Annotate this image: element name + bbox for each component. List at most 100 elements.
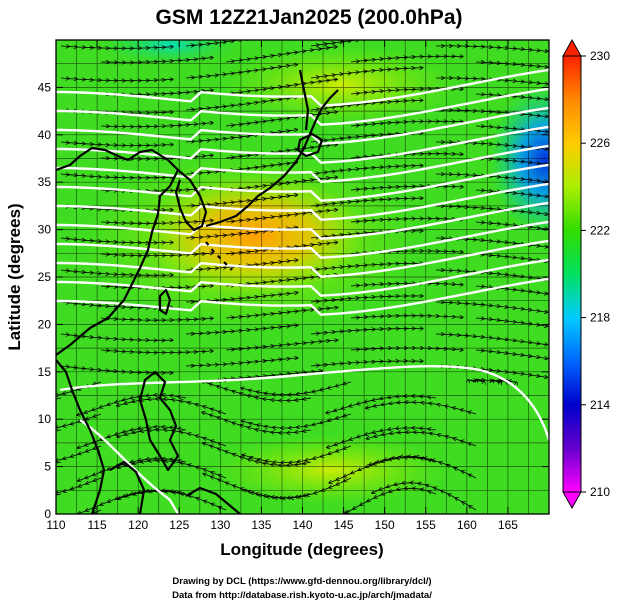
streamline (185, 358, 298, 366)
streamline (117, 399, 227, 415)
contour-line (79, 419, 180, 514)
streamline (202, 412, 312, 433)
y-tick-label: 45 (38, 80, 52, 94)
streamline (435, 142, 548, 149)
x-tick-label: 150 (375, 518, 395, 532)
streamline (367, 432, 477, 447)
streamline (350, 121, 463, 126)
streamline (350, 56, 463, 62)
streamline (350, 154, 463, 158)
streamline (56, 475, 62, 497)
map-title: GSM 12Z21Jan2025 (200.0hPa) (155, 6, 462, 29)
contour-line (56, 106, 549, 145)
y-tick-label: 0 (44, 507, 51, 521)
colorbar-tick-label: 210 (590, 485, 610, 499)
colorbar-tick-label: 226 (590, 136, 610, 150)
streamline (475, 254, 549, 267)
x-tick-label: 155 (416, 518, 436, 532)
colorbar-ticks: 230 226 222 218 214 210 (581, 49, 610, 499)
streamline (350, 186, 463, 190)
streamline (117, 430, 227, 447)
contour-line (56, 144, 549, 183)
streamline (350, 283, 463, 286)
coastline-philippines (138, 370, 180, 472)
y-tick-label: 15 (38, 365, 52, 379)
streamline (185, 40, 297, 46)
x-tick-label: 125 (169, 518, 189, 532)
streamline (203, 474, 312, 498)
colorbar-tick-label: 222 (590, 223, 610, 237)
streamline (475, 62, 549, 71)
streamline (185, 64, 297, 78)
y-axis: 0 5 10 15 20 25 30 35 40 45 (38, 80, 549, 521)
streamline (369, 456, 477, 479)
contour-line (56, 68, 549, 107)
x-axis-label: Longitude (degrees) (220, 540, 383, 559)
x-tick-label: 160 (457, 518, 477, 532)
streamline (56, 381, 62, 401)
warm-region-south (210, 435, 450, 505)
contour-line (56, 277, 549, 316)
streamline (185, 97, 297, 110)
streamline (100, 58, 213, 63)
streamline (185, 162, 297, 174)
streamline (310, 198, 423, 206)
streamline (435, 46, 548, 51)
streamline (60, 78, 173, 81)
streamline (475, 158, 549, 169)
streamline (310, 40, 422, 46)
streamline (225, 210, 337, 222)
coastlines (56, 69, 339, 514)
streamline (475, 94, 549, 104)
streamline (475, 190, 549, 201)
streamline (435, 302, 548, 312)
streamline (60, 238, 173, 243)
y-tick-label: 40 (38, 128, 52, 142)
x-axis: 110 115 120 125 130 135 140 145 150 155 160 165 (46, 40, 518, 532)
coastline-sakhalin (298, 69, 310, 131)
streamline (475, 350, 549, 364)
streamline (100, 318, 213, 320)
y-tick-label: 10 (38, 412, 52, 426)
coastline-taiwan (158, 288, 172, 316)
coastline-hokkaido (296, 132, 324, 158)
contour-line (59, 364, 549, 441)
streamline (436, 110, 548, 117)
coastline-japan (205, 89, 339, 228)
streamline (475, 318, 549, 332)
streamline (56, 413, 102, 430)
streamline (350, 316, 463, 318)
streamline (310, 329, 423, 335)
streamline (118, 491, 227, 511)
coastline-borneo (109, 460, 146, 514)
height-contours (56, 68, 549, 514)
colorbar-tick-label: 214 (590, 398, 610, 412)
streamline (435, 334, 547, 345)
y-tick-label: 5 (44, 460, 51, 474)
streamline (326, 396, 437, 413)
x-tick-label: 135 (251, 518, 271, 532)
streamline (310, 231, 423, 238)
y-tick-label: 20 (38, 317, 52, 331)
streamline (100, 350, 213, 353)
streamline (310, 166, 423, 175)
y-axis-label: Latitude (degrees) (5, 203, 24, 350)
colorbar-body (562, 55, 582, 493)
contour-line (56, 201, 549, 240)
streamline (100, 221, 213, 224)
cool-region-northwest (100, 40, 240, 65)
streamline (310, 361, 423, 366)
streamline (310, 100, 423, 110)
credit-drawing: Drawing by DCL (https://www.gfd-dennou.o… (172, 576, 431, 587)
x-tick-label: 110 (46, 518, 65, 532)
contour-line (56, 182, 549, 221)
streamline (225, 308, 338, 319)
contour-line (56, 239, 549, 278)
streamline (225, 340, 338, 350)
coastline-korea (174, 169, 208, 232)
streamline (366, 402, 477, 414)
colorbar: 230 226 222 218 214 210 (562, 38, 610, 510)
contour-line (56, 220, 549, 259)
colorbar-bottom-triangle (562, 491, 582, 510)
contour-line (56, 258, 549, 297)
